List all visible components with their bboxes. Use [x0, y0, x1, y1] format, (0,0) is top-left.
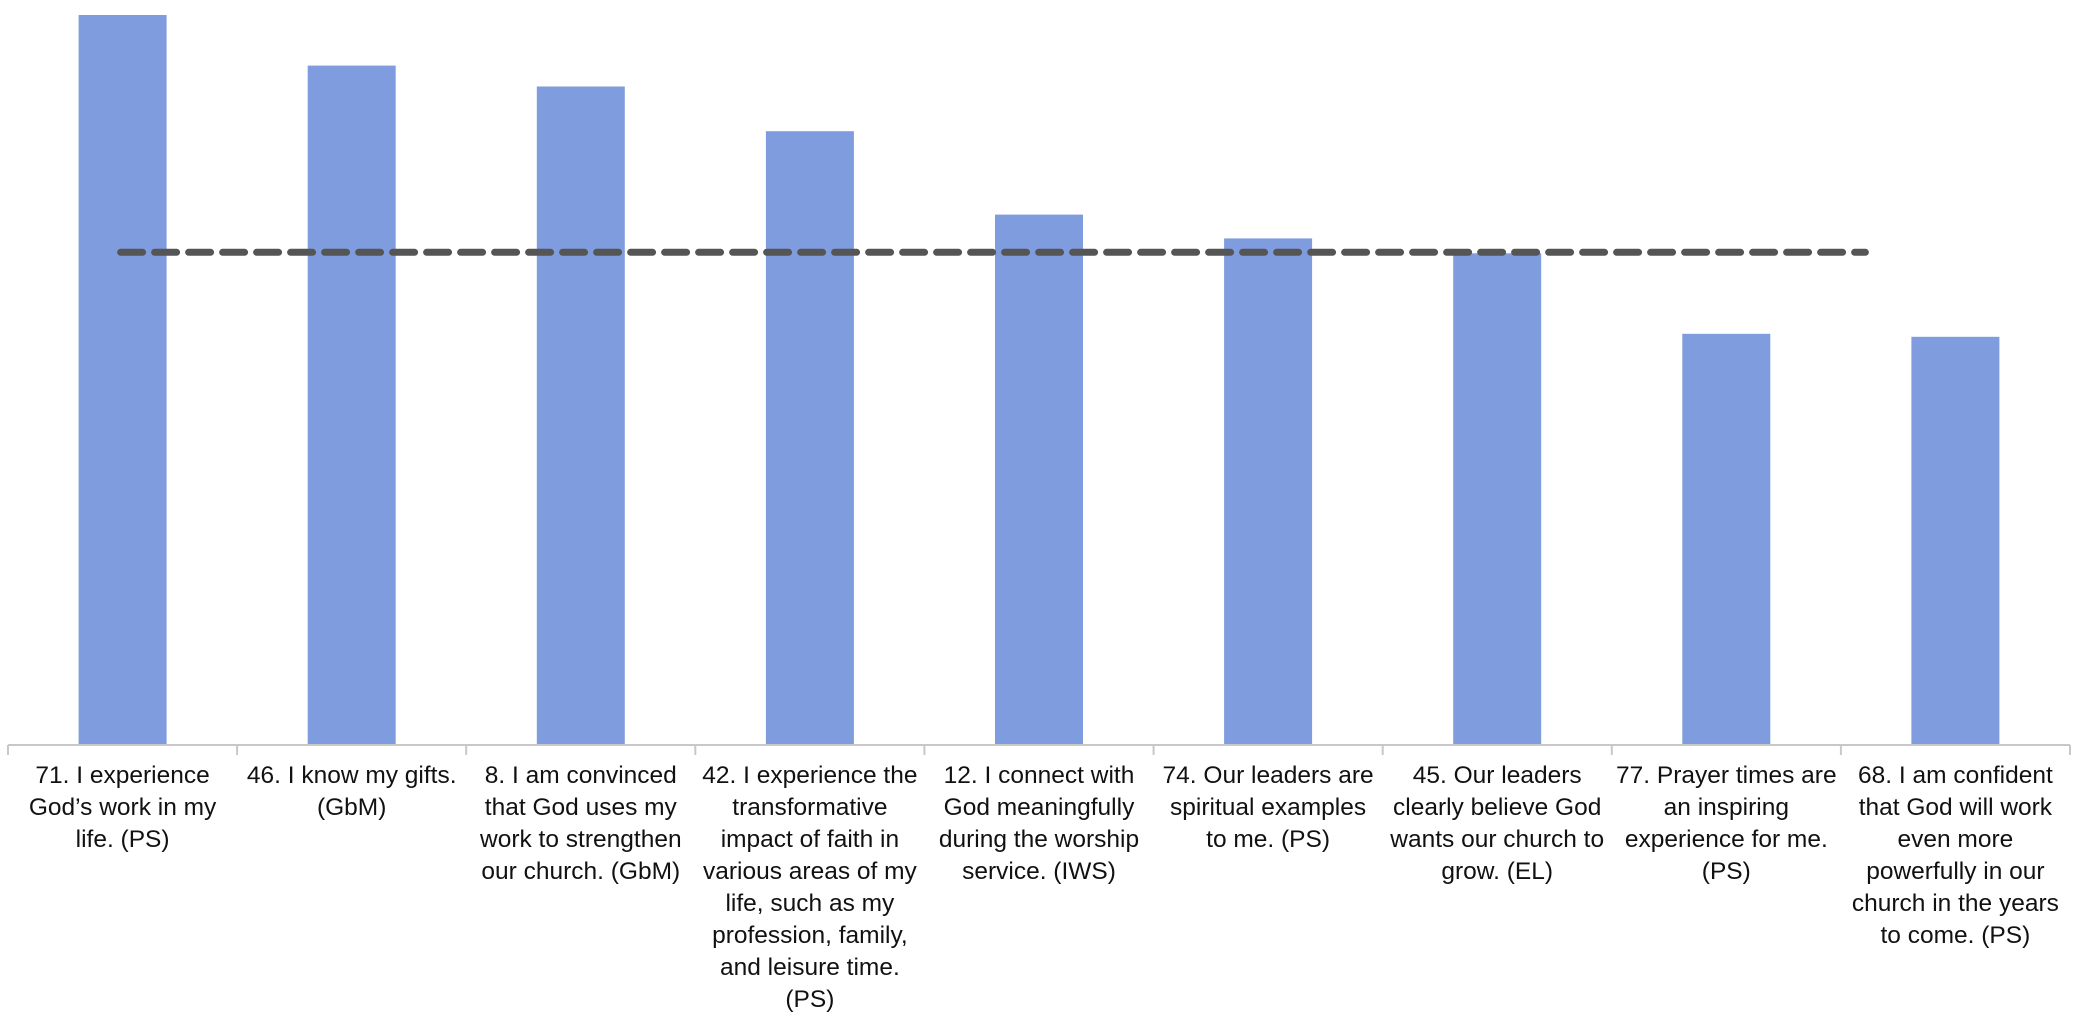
x-tick-label-2: 46. I know my gifts. (GbM): [246, 762, 457, 821]
bar-7: [1453, 253, 1542, 746]
x-tick-label-6: 74. Our leaders are spiritual examples t…: [1162, 762, 1374, 853]
x-tick-label-3: 8. I am convinced that God uses my work …: [480, 762, 682, 885]
bar-9: [1911, 336, 2000, 745]
bar-1: [78, 15, 167, 745]
x-tick-label-1: 71. I experience God’s work in my life. …: [28, 762, 217, 853]
bar-4: [765, 131, 854, 745]
x-tick-label-4: 42. I experience the transformative impa…: [702, 762, 918, 1013]
x-tick-label-5: 12. I connect with God meaningfully duri…: [938, 762, 1140, 885]
bar-group: [78, 15, 2000, 746]
x-tick-label-8: 77. Prayer times are an inspiring experi…: [1616, 762, 1837, 885]
bar-6: [1224, 238, 1313, 745]
x-tick-label-9: 68. I am confident that God will work ev…: [1851, 762, 2059, 949]
bar-5: [995, 214, 1083, 746]
x-axis-ticks: [7, 745, 2071, 755]
bar-3: [536, 86, 625, 745]
bar-2: [307, 65, 396, 746]
bar-8: [1682, 333, 1771, 745]
x-tick-label-7: 45. Our leaders clearly believe God want…: [1390, 762, 1605, 885]
